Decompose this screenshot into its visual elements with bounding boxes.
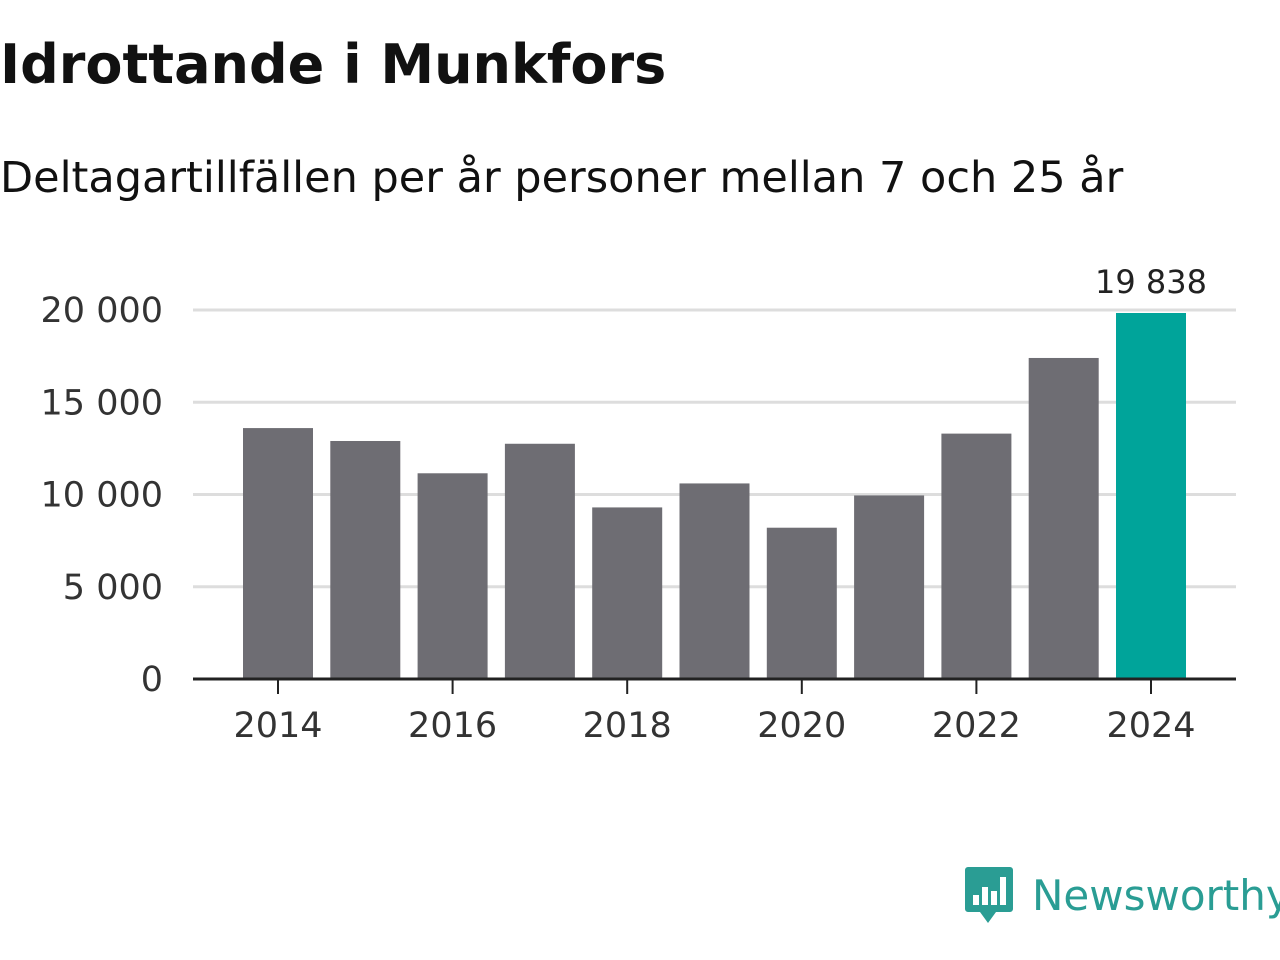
x-tick-label: 2018 [583, 706, 672, 746]
bar-2016 [417, 473, 488, 679]
bar-value-label: 19 838 [1095, 263, 1207, 301]
x-tick-label: 2020 [757, 706, 846, 746]
labels: 0 5 000 10 000 15 000 20 000 19 838 2014 2016 20… [41, 263, 1207, 746]
bar-2021 [854, 495, 925, 679]
chart-title: Idrottande i Munkfors [0, 33, 667, 96]
axes [193, 677, 1236, 694]
x-tick-label: 2022 [932, 706, 1021, 746]
x-tick-label: 2014 [233, 706, 322, 746]
bar-2017 [504, 443, 575, 679]
bar-2014 [243, 428, 313, 679]
bars [243, 312, 1186, 679]
chart-subtitle: Deltagartillfällen per år personer mella… [0, 153, 1124, 203]
brand-name: Newsworthy [1032, 871, 1280, 920]
x-tick-label: 2024 [1106, 706, 1195, 746]
y-tick-label: 0 [141, 660, 163, 700]
bar-2018 [592, 507, 663, 679]
y-tick-label: 15 000 [41, 383, 163, 423]
brand-logo: Newsworthy [964, 864, 1280, 928]
bar-2015 [330, 440, 401, 679]
y-tick-label: 10 000 [41, 476, 163, 516]
bar-2024 [1116, 312, 1186, 679]
bar-2023 [1028, 357, 1099, 679]
bar-2022 [941, 433, 1012, 679]
y-tick-label: 5 000 [63, 568, 163, 608]
bar-2019 [679, 483, 750, 679]
y-tick-label: 20 000 [41, 291, 163, 331]
x-tick-label: 2016 [408, 706, 497, 746]
bar-2020 [766, 527, 837, 679]
newsworthy-logo-icon [965, 867, 1013, 923]
